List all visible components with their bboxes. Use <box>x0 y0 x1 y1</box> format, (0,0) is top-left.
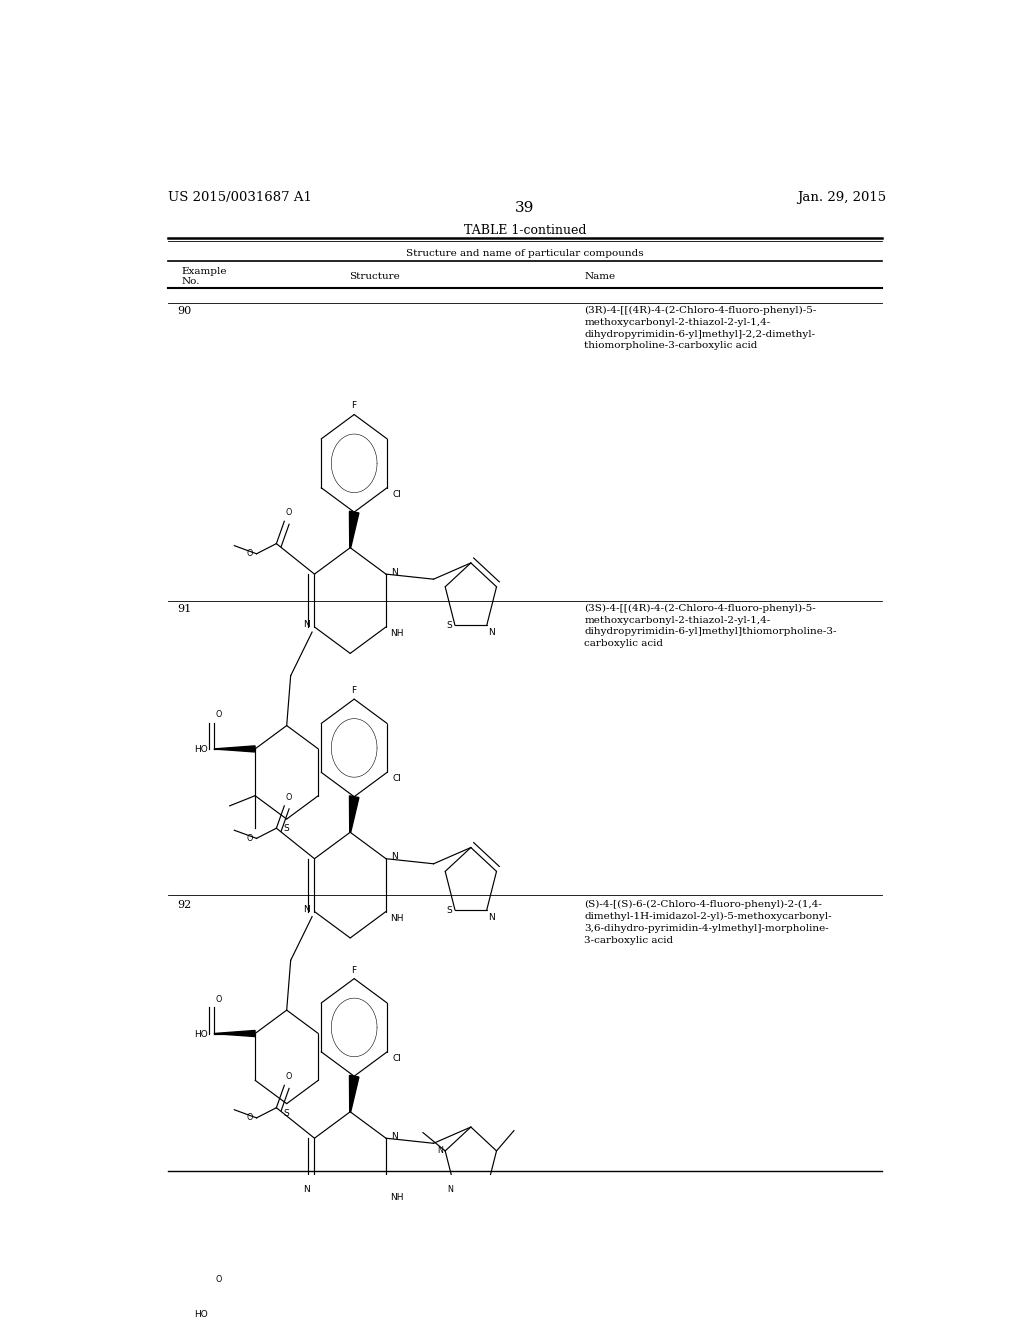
Polygon shape <box>349 796 358 833</box>
Text: HO: HO <box>195 746 208 755</box>
Text: Jan. 29, 2015: Jan. 29, 2015 <box>797 191 886 203</box>
Text: HO: HO <box>195 1309 208 1319</box>
Text: F: F <box>351 401 356 411</box>
Text: O: O <box>286 793 292 801</box>
Polygon shape <box>214 1031 255 1036</box>
Text: S: S <box>284 824 290 833</box>
Text: Name: Name <box>585 272 615 281</box>
Text: S: S <box>284 1109 290 1118</box>
Text: S: S <box>446 620 452 630</box>
Text: N: N <box>391 1131 397 1140</box>
Text: 90: 90 <box>177 306 191 315</box>
Text: (3S)-4-[[(4R)-4-(2-Chloro-4-fluoro-phenyl)-5-
methoxycarbonyl-2-thiazol-2-yl-1,4: (3S)-4-[[(4R)-4-(2-Chloro-4-fluoro-pheny… <box>585 603 837 648</box>
Text: O: O <box>286 508 292 517</box>
Text: O: O <box>215 995 222 1005</box>
Text: N: N <box>488 913 495 923</box>
Text: No.: No. <box>182 277 201 286</box>
Polygon shape <box>349 511 358 548</box>
Text: S: S <box>446 906 452 915</box>
Text: O: O <box>286 1072 292 1081</box>
Text: Cl: Cl <box>393 1053 401 1063</box>
Text: 91: 91 <box>177 603 191 614</box>
Text: 39: 39 <box>515 201 535 215</box>
Polygon shape <box>349 1076 358 1111</box>
Text: 92: 92 <box>177 900 191 911</box>
Text: N: N <box>437 1146 442 1155</box>
Text: TABLE 1-continued: TABLE 1-continued <box>464 224 586 238</box>
Text: F: F <box>351 965 356 974</box>
Text: N: N <box>488 628 495 638</box>
Text: Example: Example <box>182 267 227 276</box>
Text: NH: NH <box>390 1193 403 1203</box>
Text: (S)-4-[(S)-6-(2-Chloro-4-fluoro-phenyl)-2-(1,4-
dimethyl-1H-imidazol-2-yl)-5-met: (S)-4-[(S)-6-(2-Chloro-4-fluoro-phenyl)-… <box>585 900 831 945</box>
Text: O: O <box>215 1275 222 1283</box>
Text: F: F <box>351 686 356 696</box>
Text: N: N <box>391 568 397 577</box>
Text: O: O <box>247 1113 253 1122</box>
Text: N: N <box>303 906 309 913</box>
Text: O: O <box>247 834 253 843</box>
Polygon shape <box>214 746 255 752</box>
Text: HO: HO <box>195 1030 208 1039</box>
Text: N: N <box>303 1184 309 1193</box>
Text: O: O <box>215 710 222 719</box>
Text: Structure and name of particular compounds: Structure and name of particular compoun… <box>406 249 644 257</box>
Text: NH: NH <box>390 913 403 923</box>
Text: Structure: Structure <box>348 272 399 281</box>
Text: Cl: Cl <box>393 490 401 499</box>
Polygon shape <box>214 1309 255 1316</box>
Text: Cl: Cl <box>393 775 401 783</box>
Text: (3R)-4-[[(4R)-4-(2-Chloro-4-fluoro-phenyl)-5-
methoxycarbonyl-2-thiazol-2-yl-1,4: (3R)-4-[[(4R)-4-(2-Chloro-4-fluoro-pheny… <box>585 306 817 350</box>
Text: US 2015/0031687 A1: US 2015/0031687 A1 <box>168 191 311 203</box>
Text: NH: NH <box>390 630 403 638</box>
Text: N: N <box>391 853 397 861</box>
Text: N: N <box>303 620 309 630</box>
Text: O: O <box>247 549 253 558</box>
Text: N: N <box>447 1185 454 1195</box>
